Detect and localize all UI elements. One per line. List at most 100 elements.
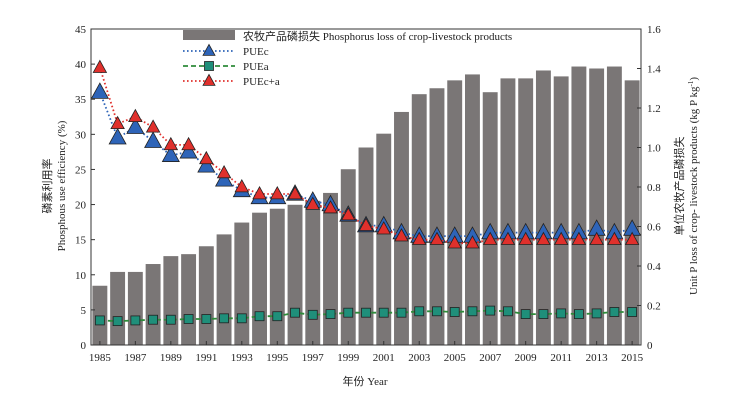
x-axis: 1985 1987 1989 1991 1993 1995 1997 1999 2001 2003…	[89, 341, 644, 364]
point-puec-a-1997	[305, 196, 321, 210]
point-puec-a-2015	[624, 231, 640, 245]
point-puec-a-1987	[128, 108, 143, 123]
bar-2013	[589, 68, 605, 345]
bar-1985	[92, 285, 108, 345]
right-tick-label-0.8: 0.8	[647, 182, 661, 194]
x-tick-label-1993: 1993	[231, 352, 254, 364]
point-puea-2009	[520, 309, 531, 320]
point-puea-1995	[272, 311, 283, 322]
bar-2009	[518, 78, 534, 345]
point-puea-1991	[201, 314, 212, 324]
point-puea-1993	[236, 313, 247, 324]
point-puea-1997	[307, 309, 318, 320]
point-puea-2014	[609, 307, 620, 317]
right-tick-label-1: 1.0	[647, 143, 661, 155]
bar-1989	[163, 256, 179, 345]
left-tick-label-10: 10	[75, 270, 87, 282]
legend-label-puec-a: PUEc+a	[243, 76, 280, 88]
point-puea-1988	[148, 314, 158, 325]
point-puea-1986	[112, 316, 123, 327]
point-puec-1987	[126, 117, 145, 134]
bar-1997	[305, 200, 321, 345]
right-axis: 0 0.2 0.4 0.6 0.8 1.0 1.2 1.4 1.6	[637, 24, 661, 352]
left-tick-label-5: 5	[81, 305, 87, 317]
bar-1996	[287, 204, 303, 345]
legend: 农牧产品磷损失 Phosphorus loss of crop-livestoc…	[183, 29, 512, 88]
bar-2006	[465, 74, 480, 346]
bar-1995	[269, 208, 285, 345]
x-tick-label-1999: 1999	[337, 352, 360, 364]
point-puec-a-2011	[553, 231, 569, 245]
point-puea-2007	[485, 305, 496, 316]
right-tick-label-1.4: 1.4	[647, 64, 661, 76]
point-puec-a-1998	[323, 200, 338, 214]
point-puec-1992	[214, 170, 234, 187]
point-puec-a-1990	[181, 136, 196, 151]
point-puec-a-2006	[465, 235, 480, 249]
bar-2004	[429, 88, 445, 345]
x-tick-label-2005: 2005	[444, 352, 467, 364]
bar-2005	[447, 80, 463, 345]
point-puea-2003	[414, 306, 425, 317]
left-tick-label-25: 25	[75, 164, 87, 176]
x-tick-label-2015: 2015	[621, 352, 644, 364]
bar-1994	[252, 212, 267, 345]
point-puea-2015	[627, 307, 638, 317]
bar-1991	[198, 246, 214, 345]
x-tick-label-1985: 1985	[89, 352, 112, 364]
legend-label-puea: PUEa	[243, 61, 269, 73]
point-puea-2004	[432, 306, 442, 317]
x-tick-label-1997: 1997	[302, 352, 325, 364]
point-puea-2000	[361, 307, 371, 318]
right-axis-label-en-main: Unit P loss of crop- livestock products …	[688, 86, 700, 295]
bar-2008	[500, 78, 516, 345]
left-tick-label-45: 45	[75, 24, 87, 36]
right-axis-label-en-sup: -1	[687, 80, 695, 86]
x-tick-label-1989: 1989	[160, 352, 183, 364]
point-puea-1999	[343, 307, 354, 318]
legend-marker-puea	[204, 61, 214, 71]
point-puec-a-2014	[607, 231, 622, 245]
x-tick-label-2011: 2011	[550, 352, 572, 364]
x-tick-label-2001: 2001	[373, 352, 395, 364]
point-puea-1987	[130, 315, 141, 326]
bar-2010	[535, 70, 551, 345]
point-puec-1988	[144, 131, 163, 148]
point-puec-1990	[179, 141, 198, 159]
point-puea-1994	[254, 311, 265, 322]
point-puec-a-2001	[376, 221, 392, 235]
point-puec-a-1991	[199, 150, 214, 165]
point-puec-a-1985	[92, 59, 108, 73]
point-puec-a-2004	[429, 231, 445, 245]
point-puec-a-2009	[518, 231, 533, 245]
point-puec-a-1986	[110, 115, 125, 130]
point-puea-2013	[591, 308, 602, 319]
x-tick-label-2007: 2007	[479, 352, 502, 364]
right-tick-label-0.4: 0.4	[647, 261, 661, 273]
point-puea-2008	[503, 306, 513, 317]
point-puec-a-1999	[340, 207, 356, 221]
left-axis-label-cn: 磷素利用率	[40, 159, 54, 214]
right-axis-label-en: Unit P loss of crop- livestock products …	[687, 77, 700, 295]
bar-group	[92, 66, 640, 346]
point-puec-a-2005	[447, 235, 462, 249]
bar-2014	[606, 66, 622, 346]
point-puec-a-1993	[234, 179, 250, 193]
point-puea-2001	[378, 307, 389, 318]
bar-2007	[482, 92, 498, 345]
left-tick-label-15: 15	[75, 235, 87, 247]
bar-2011	[553, 76, 569, 346]
point-puea-2010	[538, 309, 549, 320]
point-puea-1989	[165, 314, 176, 325]
bar-1988	[145, 264, 161, 345]
point-puea-1985	[94, 315, 105, 326]
left-axis-label-en: Phosphous use efficiency (%)	[56, 120, 68, 251]
legend-label-puec: PUEc	[243, 46, 269, 58]
point-puea-2006	[467, 306, 478, 317]
point-puea-1998	[325, 309, 336, 320]
point-puec-a-2010	[536, 231, 551, 245]
point-puec-a-1988	[145, 119, 161, 133]
left-tick-label-40: 40	[75, 59, 87, 71]
bar-2000	[358, 147, 374, 345]
